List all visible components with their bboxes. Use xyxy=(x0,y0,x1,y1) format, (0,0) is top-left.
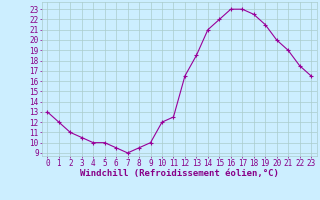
X-axis label: Windchill (Refroidissement éolien,°C): Windchill (Refroidissement éolien,°C) xyxy=(80,169,279,178)
